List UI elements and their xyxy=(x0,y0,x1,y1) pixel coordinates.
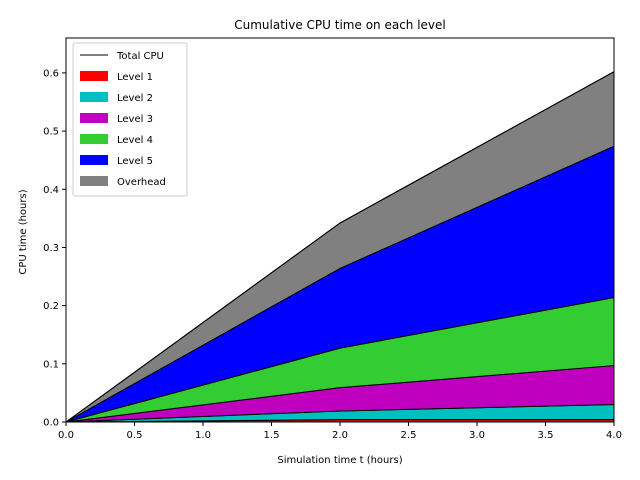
legend-swatch xyxy=(80,134,108,144)
chart-title: Cumulative CPU time on each level xyxy=(234,18,446,32)
y-tick-label: 0.2 xyxy=(43,301,59,312)
y-tick-label: 0.6 xyxy=(43,68,59,79)
y-tick-label: 0.4 xyxy=(43,185,59,196)
legend-swatch xyxy=(80,155,108,165)
x-tick-label: 0.0 xyxy=(58,430,74,441)
legend-label: Overhead xyxy=(117,177,166,188)
legend-label: Level 2 xyxy=(117,93,153,104)
legend-swatch xyxy=(80,176,108,186)
x-tick-label: 0.5 xyxy=(127,430,143,441)
plot-area xyxy=(65,70,615,423)
y-tick-label: 0.0 xyxy=(43,418,59,429)
total-cpu-line xyxy=(65,71,615,423)
legend-label: Level 5 xyxy=(117,156,153,167)
y-tick-label: 0.3 xyxy=(43,243,59,254)
x-tick-label: 4.0 xyxy=(606,430,622,441)
axes: 0.0 0.5 1.0 1.5 2.0 2.5 3.0 3.5 4.0 0.0 0.1 0.2 0.3 0… xyxy=(43,37,622,441)
x-tick-label: 1.5 xyxy=(264,430,280,441)
y-tick-label: 0.5 xyxy=(43,127,59,138)
legend-swatch xyxy=(80,92,108,102)
x-tick-label: 1.0 xyxy=(195,430,211,441)
legend-label: Level 3 xyxy=(117,114,153,125)
x-axis-label: Simulation time t (hours) xyxy=(277,455,402,466)
x-tick-label: 2.5 xyxy=(401,430,417,441)
x-tick-label: 2.0 xyxy=(332,430,348,441)
legend-label: Level 4 xyxy=(117,135,153,146)
y-tick-label: 0.1 xyxy=(43,359,59,370)
y-axis-label: CPU time (hours) xyxy=(18,189,29,274)
legend-label: Total CPU xyxy=(116,51,164,62)
legend-label: Level 1 xyxy=(117,72,153,83)
legend: Total CPU Level 1 Level 2 Level 3 Level 4 Lev… xyxy=(72,42,188,197)
legend-swatch xyxy=(80,71,108,81)
legend-swatch xyxy=(80,113,108,123)
x-tick-label: 3.0 xyxy=(469,430,485,441)
x-tick-label: 3.5 xyxy=(538,430,554,441)
